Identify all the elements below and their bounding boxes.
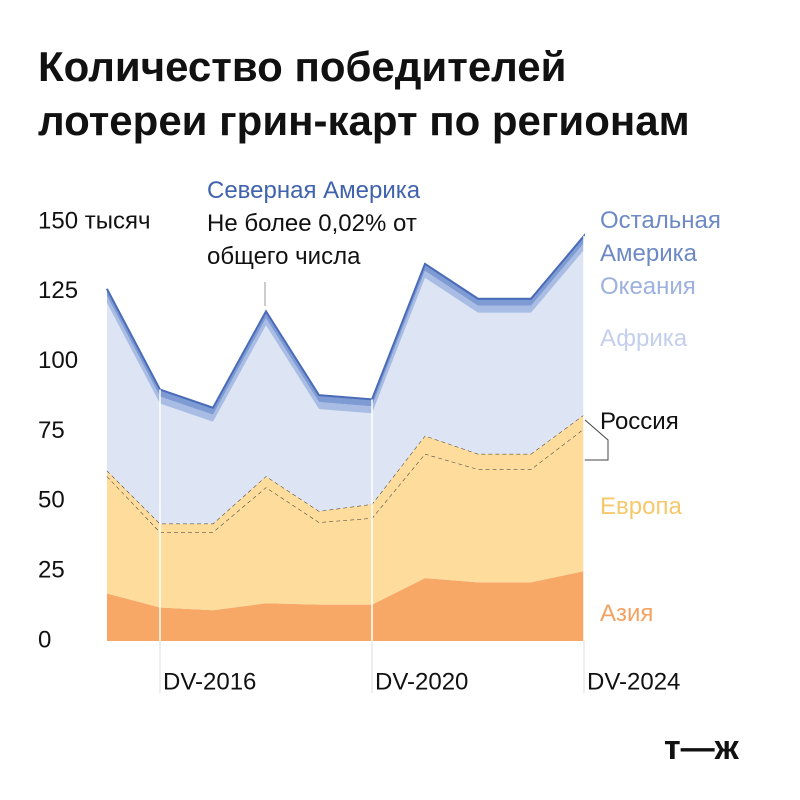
y-tick-label: 125	[38, 277, 78, 304]
area	[107, 414, 584, 533]
y-tick-label: 50	[38, 487, 65, 514]
legend-label: Остальная Америка	[600, 207, 721, 267]
area	[107, 571, 584, 641]
y-tick-label: 150 тысяч	[38, 207, 150, 234]
x-tick-label: DV-2024	[587, 668, 680, 695]
y-tick-label: 100	[38, 347, 78, 374]
legend-label: Россия	[600, 408, 679, 435]
area	[107, 428, 584, 611]
legend-label: Азия	[600, 600, 654, 627]
legend-label: Африка	[600, 325, 688, 352]
y-tick-label: 25	[38, 557, 65, 584]
legend-label: Северная Америка	[207, 177, 421, 204]
x-tick-label: DV-2016	[163, 668, 256, 695]
x-tick-label: DV-2020	[375, 668, 468, 695]
chart-title: Количество победителей лотереи грин-карт…	[38, 43, 690, 144]
legend-label: Океания	[600, 273, 696, 300]
annotation: Не более 0,02% от общего числа	[207, 210, 417, 270]
area	[107, 249, 584, 524]
y-tick-label: 75	[38, 417, 65, 444]
legend-label: Европа	[600, 493, 682, 520]
y-tick-label: 0	[38, 626, 51, 653]
logo: т—ж	[664, 729, 739, 767]
